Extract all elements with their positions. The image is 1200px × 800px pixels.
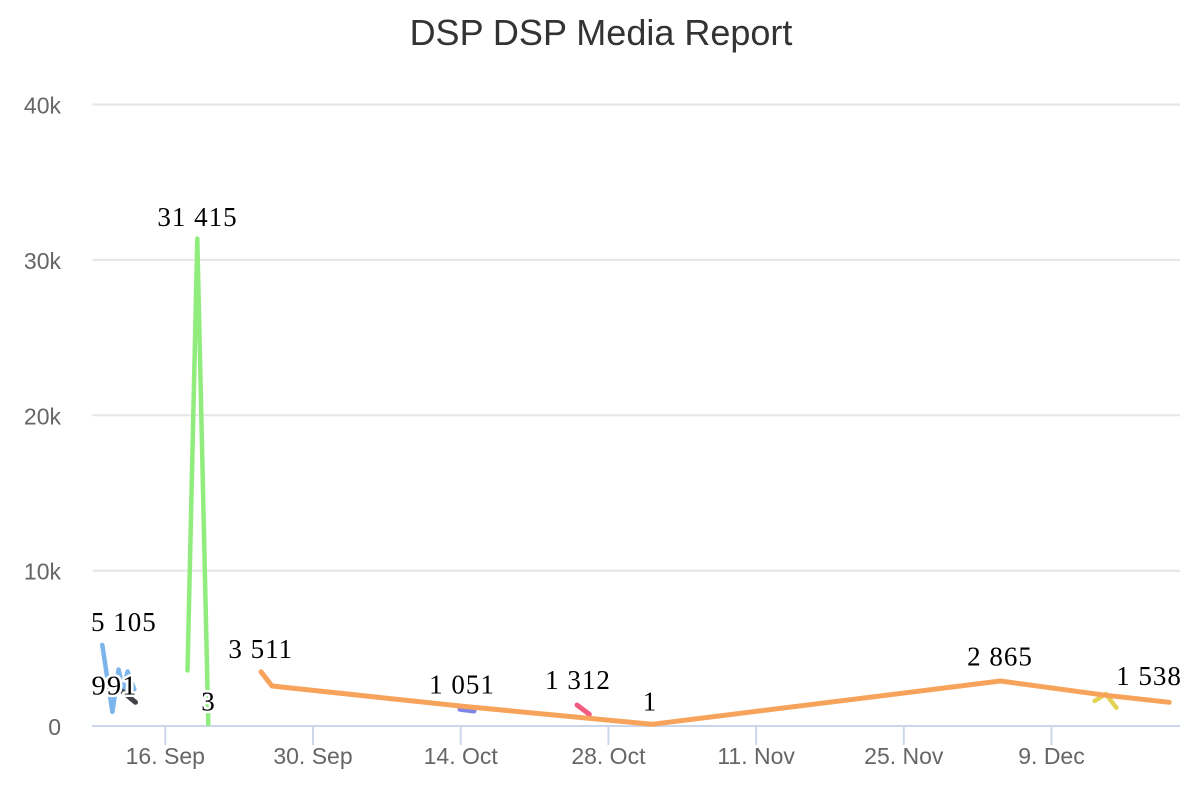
- svg-text:DSP DSP Media Report: DSP DSP Media Report: [410, 12, 793, 53]
- svg-text:14. Oct: 14. Oct: [424, 743, 499, 769]
- svg-text:3: 3: [201, 687, 216, 717]
- svg-text:16. Sep: 16. Sep: [126, 743, 205, 769]
- svg-text:1 051: 1 051: [429, 670, 495, 700]
- svg-text:11. Nov: 11. Nov: [717, 743, 795, 769]
- svg-text:40k: 40k: [24, 93, 62, 119]
- svg-text:1 538: 1 538: [1116, 661, 1182, 691]
- svg-text:2 865: 2 865: [967, 641, 1033, 671]
- svg-text:0: 0: [48, 714, 61, 740]
- svg-text:30k: 30k: [24, 248, 62, 274]
- svg-text:5 105: 5 105: [91, 607, 157, 637]
- svg-text:9. Dec: 9. Dec: [1018, 743, 1084, 769]
- svg-text:1 312: 1 312: [545, 665, 611, 695]
- svg-text:3 511: 3 511: [228, 634, 293, 664]
- svg-text:10k: 10k: [24, 559, 62, 585]
- svg-text:31 415: 31 415: [157, 202, 237, 232]
- svg-text:20k: 20k: [24, 403, 62, 429]
- svg-text:991: 991: [92, 671, 138, 701]
- svg-text:1: 1: [643, 687, 658, 717]
- svg-text:25. Nov: 25. Nov: [864, 743, 944, 769]
- svg-text:28. Oct: 28. Oct: [571, 743, 646, 769]
- svg-text:30. Sep: 30. Sep: [273, 743, 352, 769]
